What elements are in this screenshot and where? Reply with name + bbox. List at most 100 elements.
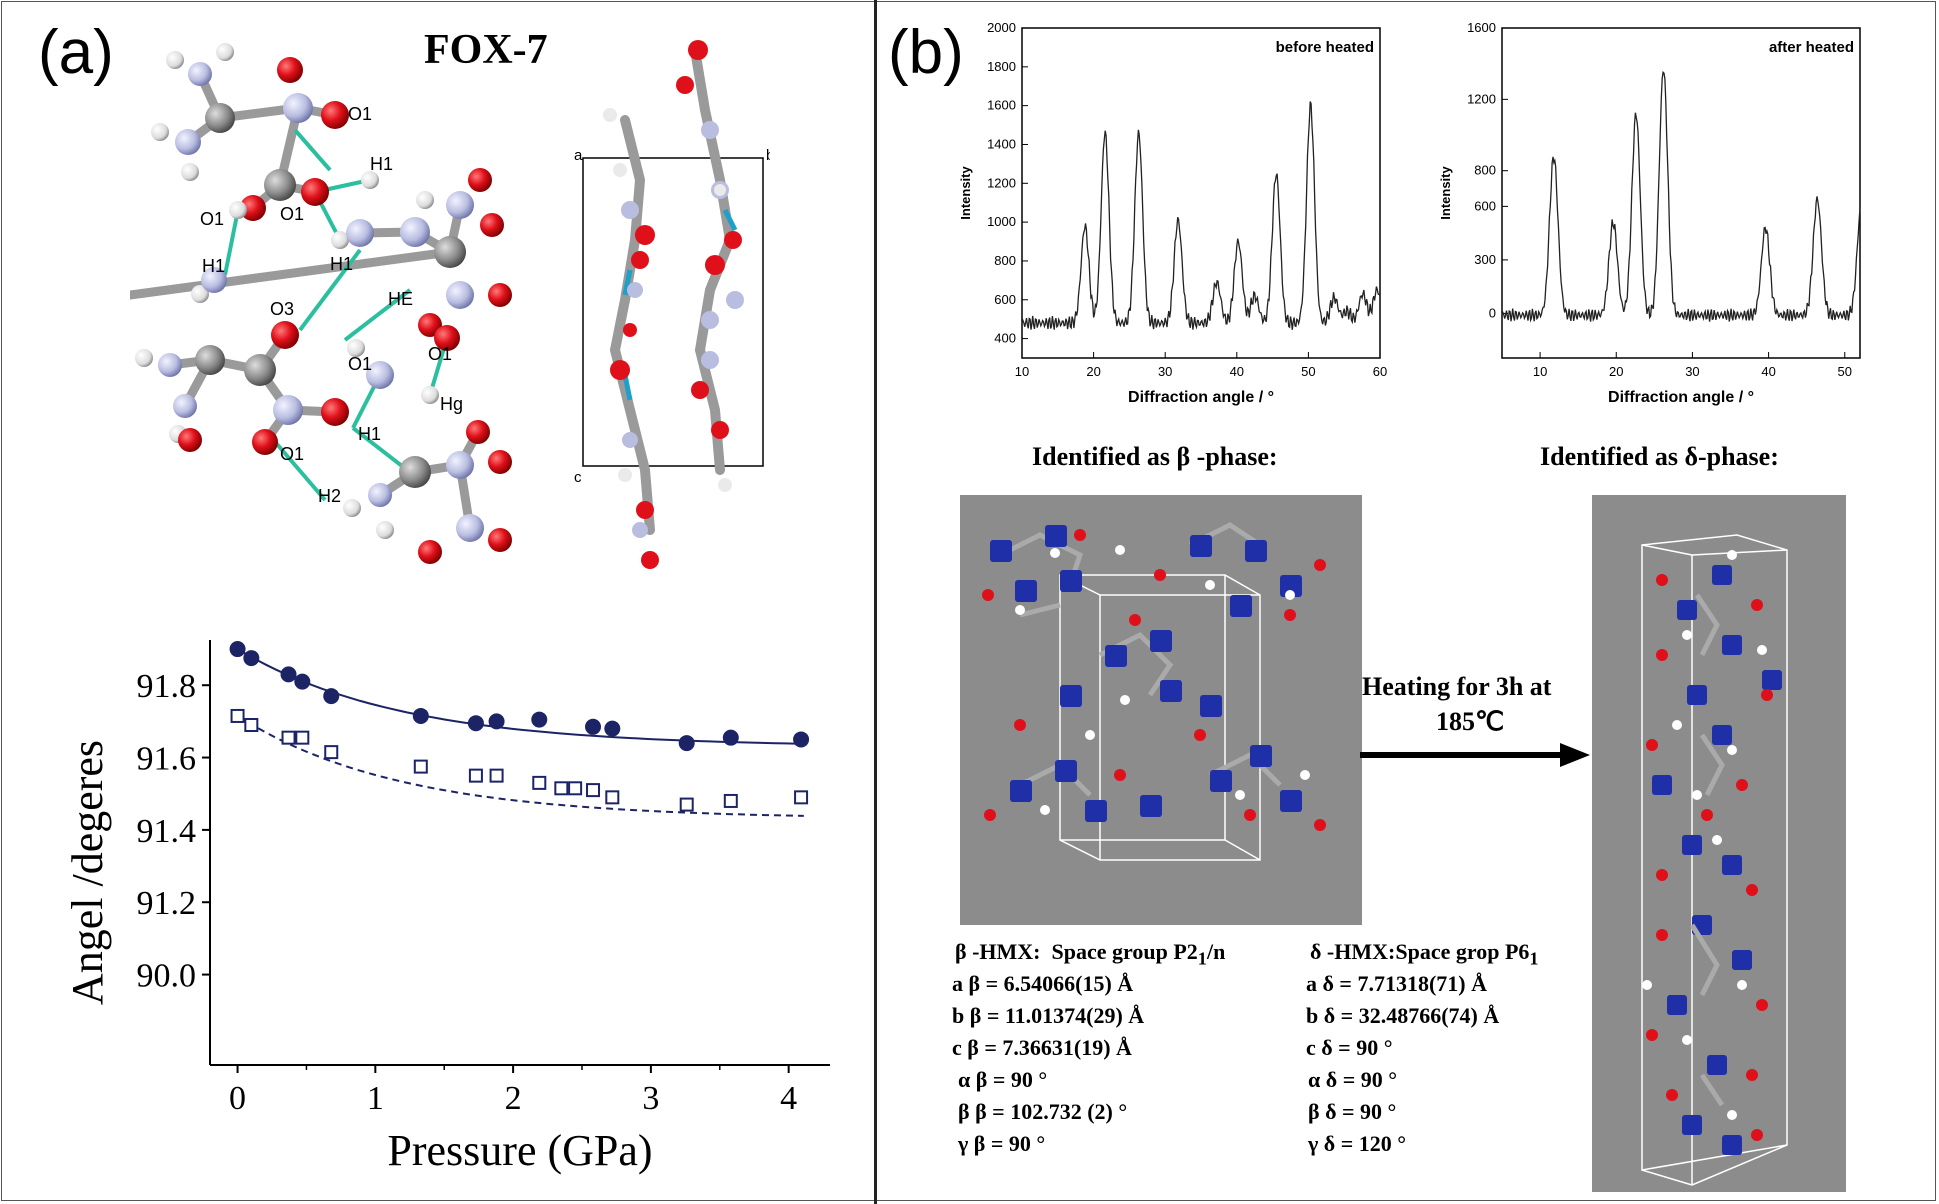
after-y-tick-label: 1200	[1467, 91, 1496, 106]
atom-label: O3	[270, 299, 294, 319]
filled-data-point	[467, 715, 484, 732]
heating-arrow-icon	[1360, 743, 1590, 767]
before-y-tick-label: 400	[994, 331, 1016, 346]
x-tick-label: 1	[367, 1080, 384, 1117]
delta-a: a δ = 7.71318(71) Å	[1306, 971, 1487, 996]
fox7-title: FOX-7	[424, 27, 548, 73]
before-y-tick-label: 1800	[987, 59, 1016, 74]
open-fit-line	[237, 715, 804, 817]
delta-phase-heading: Identified as δ-phase:	[1540, 442, 1779, 471]
arrow-label-line1: Heating for 3h at	[1362, 672, 1552, 701]
open-data-point	[679, 797, 694, 812]
atom-label: O1	[280, 204, 304, 224]
delta-group-sub: 1	[1529, 948, 1539, 969]
after-y-tick-label: 800	[1474, 163, 1496, 178]
after-pattern-line	[1501, 70, 1861, 323]
beta-alpha: α β = 90 °	[958, 1067, 1048, 1092]
filled-data-point	[793, 731, 810, 748]
y-tick-label: 91.6	[137, 741, 197, 778]
open-data-point	[568, 781, 583, 796]
before-chart-title: before heated	[1276, 39, 1374, 56]
after-y-tick-label: 1600	[1467, 20, 1496, 35]
filled-data-point	[294, 673, 311, 690]
filled-data-point	[585, 718, 602, 735]
open-data-point	[413, 759, 428, 774]
open-data-point	[532, 775, 547, 790]
after-x-tick-label: 10	[1533, 364, 1547, 379]
open-data-point	[244, 718, 259, 732]
after-chart-title: after heated	[1769, 39, 1854, 56]
y-tick-label: 90.0	[137, 958, 197, 995]
beta-gamma: γ β = 90 °	[958, 1131, 1046, 1156]
y-tick-label: 91.4	[137, 813, 197, 850]
beta-group-tail: /n	[1206, 939, 1226, 964]
filled-data-point	[604, 720, 621, 737]
beta-phase-heading: Identified as β -phase:	[1032, 442, 1278, 471]
open-data-point	[554, 781, 569, 796]
after-x-axis-title: Diffraction angle / °	[1608, 389, 1754, 406]
before-pattern-line	[1021, 101, 1381, 330]
beta-group-sub: 1	[1197, 948, 1207, 969]
filled-data-point	[323, 688, 340, 705]
before-y-axis-title: Intensity	[958, 166, 973, 220]
before-y-tick-label: 600	[994, 292, 1016, 307]
angle-vs-pressure-chart: 0 1 2 3 4 90.0 91.2 91.4 91.6 91.8 Pressure (GPa) A…	[63, 640, 830, 1175]
after-y-tick-label: 300	[1474, 252, 1496, 267]
cell-axis-a: a	[574, 147, 583, 164]
beta-b: b β = 11.01374(29) Å	[952, 1003, 1145, 1028]
atom-label: O1	[348, 354, 372, 374]
open-data-point	[295, 730, 310, 745]
fox7-molecule-diagram: O1 H1 O1 O1 H1 H1 O3 HE O1 O1 Hg H1 O1 H…	[130, 43, 512, 564]
atom-label: O1	[280, 444, 304, 464]
before-x-tick-label: 50	[1301, 364, 1315, 379]
open-data-point	[281, 730, 296, 745]
cell-axis-b: b	[766, 147, 770, 164]
atom-label: H1	[202, 256, 225, 276]
delta-alpha: α δ = 90 °	[1308, 1067, 1398, 1092]
before-x-tick-label: 40	[1230, 364, 1244, 379]
before-y-tick-label: 1600	[987, 98, 1016, 113]
before-x-tick-label: 20	[1086, 364, 1100, 379]
after-plot-frame	[1501, 27, 1861, 359]
before-x-tick-label: 30	[1158, 364, 1172, 379]
after-y-axis-title: Intensity	[1438, 166, 1453, 220]
delta-c: c δ = 90 °	[1306, 1035, 1393, 1060]
x-tick-label: 0	[229, 1080, 246, 1117]
panel-b-label: (b)	[888, 18, 964, 87]
panel-a-label: (a)	[38, 18, 114, 87]
before-y-tick-label: 1000	[987, 214, 1016, 229]
open-data-point	[605, 790, 620, 805]
after-x-tick-label: 50	[1838, 364, 1852, 379]
atom-label: H1	[370, 154, 393, 174]
filled-fit-line	[237, 648, 804, 745]
filled-data-point	[488, 713, 505, 730]
before-x-tick-label: 10	[1015, 364, 1029, 379]
open-data-point	[794, 790, 809, 805]
delta-group-label: δ -HMX:	[1310, 939, 1396, 964]
atom-label: Hg	[440, 394, 463, 414]
beta-beta: β β = 102.732 (2) °	[958, 1099, 1128, 1124]
filled-data-point	[412, 707, 429, 724]
y-tick-label: 91.8	[137, 668, 197, 705]
before-plot-frame	[1021, 27, 1381, 359]
after-x-tick-label: 40	[1761, 364, 1775, 379]
atom-label: HE	[388, 289, 413, 309]
atom-label: O1	[348, 104, 372, 124]
delta-space-group: δ -HMX:Space grop P61	[1310, 940, 1539, 970]
delta-beta: β δ = 90 °	[1308, 1099, 1397, 1124]
beta-crystal-structure-image	[960, 495, 1362, 925]
arrow-label-line2: 185℃	[1436, 707, 1505, 736]
atom-label: H2	[318, 486, 341, 506]
before-y-tick-label: 1400	[987, 136, 1016, 151]
fox7-unit-cell-view: a b c	[574, 40, 770, 569]
filled-data-point	[280, 666, 297, 683]
before-y-tick-label: 1200	[987, 175, 1016, 190]
open-data-point	[723, 793, 738, 808]
delta-b: b δ = 32.48766(74) Å	[1306, 1003, 1500, 1028]
open-data-point	[586, 783, 601, 798]
delta-crystal-structure-image	[1592, 495, 1846, 1192]
filled-data-point	[722, 729, 739, 746]
filled-data-point	[229, 641, 246, 658]
after-x-tick-label: 30	[1685, 364, 1699, 379]
x-tick-label: 2	[505, 1080, 522, 1117]
